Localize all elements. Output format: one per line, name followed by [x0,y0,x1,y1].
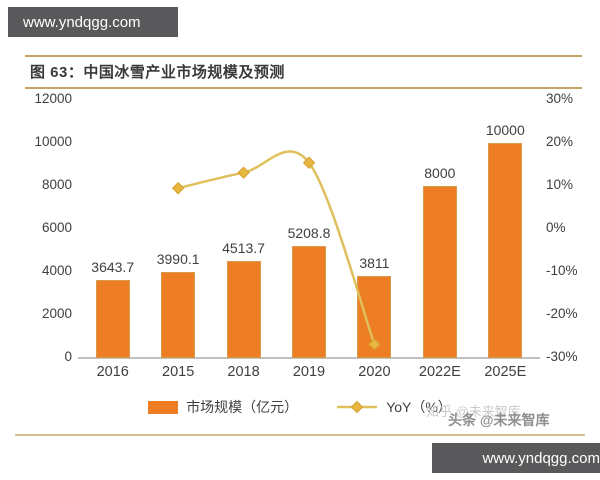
bottom-url-banner: www.yndqgg.com [432,443,600,473]
bar-2025E [488,143,523,358]
chart-legend: 市场规模（亿元） YoY（%） [0,397,600,417]
bar-2015 [161,272,196,358]
bar-value-label: 5208.8 [287,225,331,241]
y-axis-tick-left: 10000 [34,134,72,149]
x-axis-label-2018: 2018 [227,364,260,380]
bar-2022E [422,186,457,358]
y-axis-tick-left: 0 [64,349,72,364]
footer-rule [15,434,585,436]
y-axis-tick-right: 20% [546,134,574,149]
y-axis-tick-right: -30% [546,349,578,364]
yoy-marker-icon [302,156,316,169]
bar-2020 [357,276,392,358]
bar-2018 [226,260,261,358]
bar-value-label: 8000 [424,165,456,181]
x-axis-label-2022E: 2022E [418,364,461,380]
yoy-marker-icon [171,181,185,195]
bar-value-label: 4513.7 [222,239,265,256]
y-axis-tick-right: -10% [546,263,578,278]
x-axis-label-2025E: 2025E [484,364,527,380]
watermark-toutiao: 头条 @未来智库 [448,412,550,428]
legend-item-yoy: YoY（%） [336,397,452,417]
y-axis-tick-left: 6000 [41,220,72,235]
y-axis-tick-left: 2000 [41,306,72,321]
watermark-zhihu: 知乎 @未来智库 [426,404,521,419]
bar-value-label: 10000 [485,122,525,138]
bar-swatch-icon [148,400,179,414]
top-url-banner: www.yndqgg.com [8,7,178,37]
bar-2019 [292,246,326,358]
x-axis-label-2019: 2019 [292,364,326,380]
y-axis-tick-right: -20% [546,306,578,321]
bar-value-label: 3643.7 [91,258,135,275]
x-axis-label-2016: 2016 [96,364,129,380]
x-axis-label-2020: 2020 [358,364,391,380]
title-rule-top [25,55,582,57]
x-axis-label-2015: 2015 [162,364,195,380]
title-rule-bottom [25,87,582,89]
y-axis-tick-right: 10% [546,177,574,192]
y-axis-tick-left: 12000 [34,91,72,106]
y-axis-tick-right: 30% [546,91,574,106]
legend-item-market-size: 市场规模（亿元） [148,397,298,417]
line-swatch-icon [337,400,378,414]
y-axis-tick-left: 4000 [41,263,72,278]
y-axis-tick-left: 8000 [41,177,72,192]
bar-value-label: 3811 [359,255,390,272]
y-axis-tick-right: 0% [546,220,566,235]
yoy-marker-icon [237,166,250,179]
legend-label-market-size: 市场规模（亿元） [186,399,299,415]
bottom-url-text: www.yndqgg.com [482,449,600,467]
figure-title: 图 63：中国冰雪产业市场规模及预测 [30,64,285,81]
top-url-text: www.yndqgg.com [23,13,141,31]
bar-2016 [95,279,130,358]
legend-label-yoy: YoY（%） [386,399,452,415]
